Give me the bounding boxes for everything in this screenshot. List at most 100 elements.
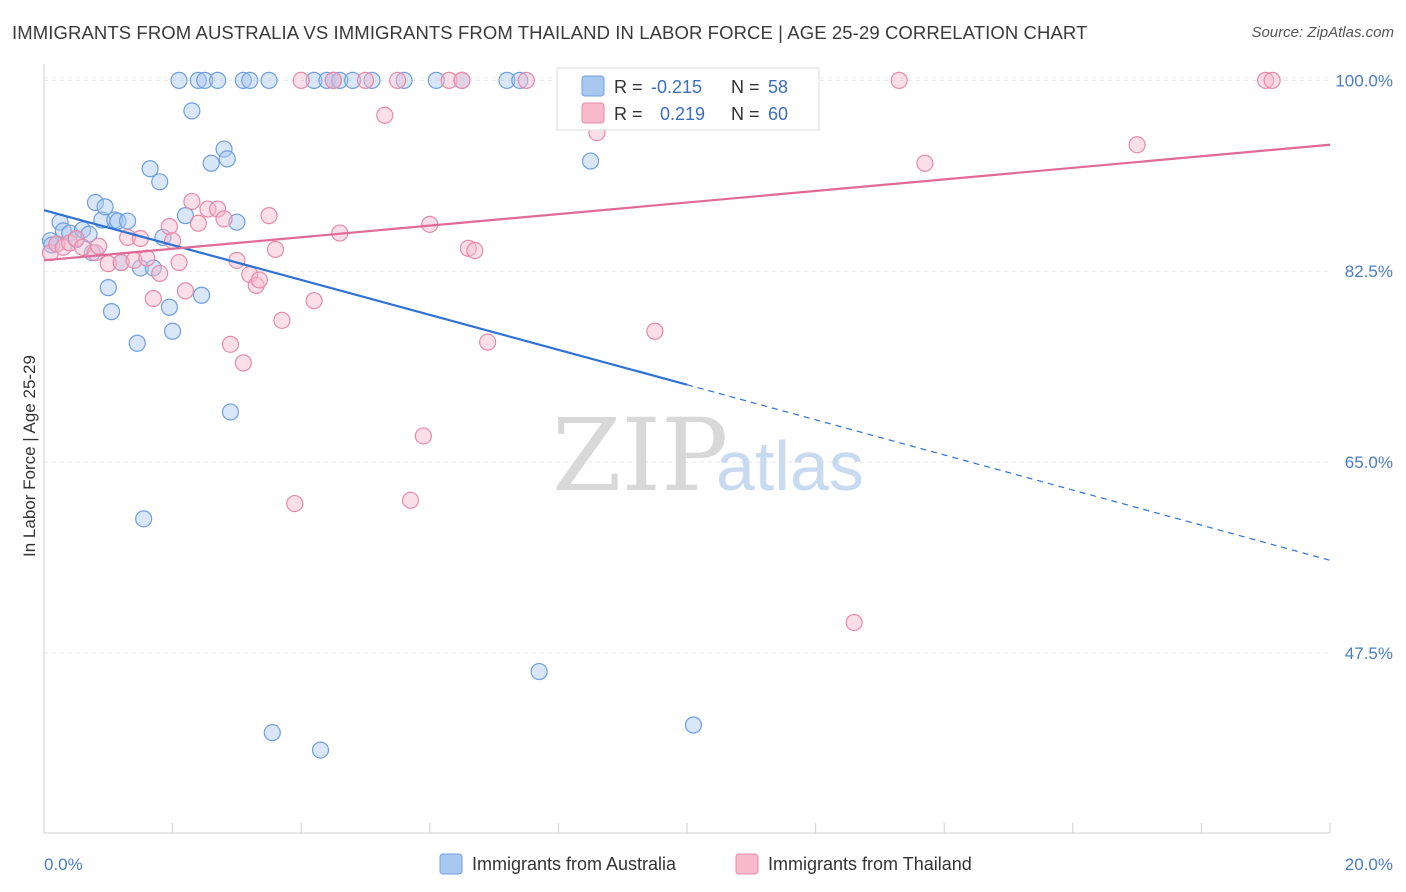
australia-point-27 xyxy=(164,322,182,340)
y-tick-labels: 47.5% 65.0% 82.5% 100.0% xyxy=(1335,71,1393,663)
legend-r-label-australia: R = xyxy=(614,77,643,97)
australia-point-40 xyxy=(234,71,252,89)
thailand-point-46 xyxy=(453,71,471,89)
thailand-point-20 xyxy=(183,192,201,211)
thailand-point-18 xyxy=(170,253,188,272)
thailand-point-56 xyxy=(916,154,934,172)
watermark-zip: ZIP xyxy=(552,397,728,514)
thailand-point-16 xyxy=(160,217,178,236)
thailand-point-33 xyxy=(273,311,291,329)
australia-point-42 xyxy=(260,71,278,89)
thailand-point-47 xyxy=(459,239,477,257)
thailand-point-59 xyxy=(1263,71,1281,89)
thailand-point-41 xyxy=(389,71,407,89)
australia-trend-line xyxy=(43,209,688,386)
legend-n-value-australia: 58 xyxy=(768,77,788,97)
thailand-point-55 xyxy=(890,71,908,89)
legend-r-value-australia: -0.215 xyxy=(651,77,702,97)
australia-point-54 xyxy=(498,71,516,89)
legend-r-label-thailand: R = xyxy=(614,104,643,124)
chart-title: IMMIGRANTS FROM AUSTRALIA VS IMMIGRANTS … xyxy=(12,22,1088,43)
australia-point-56 xyxy=(530,662,548,681)
thailand-point-48 xyxy=(466,241,484,260)
australia-point-49 xyxy=(344,71,362,89)
watermark: ZIP atlas xyxy=(552,397,864,514)
australia-point-50 xyxy=(363,71,381,89)
thailand-point-45 xyxy=(440,71,458,89)
y-tick-label-3: 100.0% xyxy=(1335,71,1393,90)
thailand-point-19 xyxy=(176,282,195,300)
australia-point-52 xyxy=(427,71,445,89)
australia-point-51 xyxy=(395,71,413,89)
australia-point-30 xyxy=(183,102,201,120)
thailand-point-35 xyxy=(292,71,310,89)
y-axis-label: In Labor Force | Age 25-29 xyxy=(20,355,39,557)
australia-point-22 xyxy=(141,160,159,178)
legend-bottom-swatch-thailand xyxy=(735,853,759,875)
australia-point-55 xyxy=(511,71,529,89)
australia-point-39 xyxy=(228,213,246,231)
series-australia-points xyxy=(41,71,703,759)
thailand-point-37 xyxy=(324,71,342,89)
australia-point-16 xyxy=(109,212,127,230)
australia-point-36 xyxy=(215,140,233,158)
thailand-point-34 xyxy=(286,494,304,513)
australia-point-13 xyxy=(99,279,117,297)
legend-stats: R = -0.215 N = 58 R = 0.219 N = 60 xyxy=(556,67,820,131)
legend-n-value-thailand: 60 xyxy=(768,104,788,124)
thailand-point-52 xyxy=(646,322,664,340)
australia-point-58 xyxy=(684,716,703,734)
australia-point-26 xyxy=(160,298,178,316)
thailand-point-49 xyxy=(479,333,497,351)
thailand-point-31 xyxy=(260,207,278,225)
australia-point-41 xyxy=(241,71,259,89)
series-thailand-points xyxy=(41,71,1281,632)
thailand-point-14 xyxy=(144,289,162,308)
thailand-point-25 xyxy=(221,335,240,353)
thailand-point-57 xyxy=(1128,136,1146,154)
australia-point-19 xyxy=(128,334,146,352)
thailand-point-58 xyxy=(1257,71,1275,89)
thailand-point-40 xyxy=(376,106,394,124)
australia-point-57 xyxy=(581,152,600,170)
australia-point-24 xyxy=(151,173,169,191)
legend-series: Immigrants from Australia Immigrants fro… xyxy=(439,853,972,875)
legend-bottom-label-australia: Immigrants from Australia xyxy=(472,854,677,874)
australia-point-44 xyxy=(305,71,323,89)
thailand-point-15 xyxy=(151,264,169,283)
thailand-point-43 xyxy=(414,427,432,445)
y-tick-label-1: 65.0% xyxy=(1345,453,1393,472)
thailand-point-50 xyxy=(517,71,535,89)
legend-n-label-thailand: N = xyxy=(731,104,760,124)
y-tick-label-2: 82.5% xyxy=(1345,262,1393,281)
australia-point-43 xyxy=(263,724,281,742)
australia-point-37 xyxy=(218,150,236,168)
australia-trend-extension xyxy=(686,384,1331,561)
thailand-point-54 xyxy=(845,613,863,632)
x-tick-label-max: 20.0% xyxy=(1345,855,1393,874)
thailand-point-36 xyxy=(305,292,323,310)
thailand-trend-line xyxy=(43,143,1331,262)
axes xyxy=(43,64,1331,834)
australia-point-10 xyxy=(86,193,105,212)
australia-point-18 xyxy=(118,212,137,230)
thailand-point-29 xyxy=(247,276,265,295)
legend-r-value-thailand: 0.219 xyxy=(660,104,705,124)
y-tick-label-0: 47.5% xyxy=(1345,644,1393,663)
thailand-point-7 xyxy=(90,237,108,255)
trend-lines xyxy=(43,143,1331,561)
australia-point-33 xyxy=(196,71,214,89)
australia-point-21 xyxy=(135,510,153,528)
australia-point-48 xyxy=(331,71,349,89)
australia-point-14 xyxy=(102,303,121,321)
australia-point-31 xyxy=(189,71,207,89)
legend-bottom-label-thailand: Immigrants from Thailand xyxy=(768,854,972,874)
legend-swatch-thailand xyxy=(581,102,605,124)
thailand-point-4 xyxy=(67,229,85,248)
thailand-point-27 xyxy=(234,354,252,372)
thailand-point-32 xyxy=(266,240,285,259)
thailand-point-30 xyxy=(250,271,269,289)
thailand-point-42 xyxy=(401,491,420,509)
australia-point-12 xyxy=(96,198,114,216)
x-tick-labels: 0.0% 20.0% xyxy=(44,855,1393,874)
